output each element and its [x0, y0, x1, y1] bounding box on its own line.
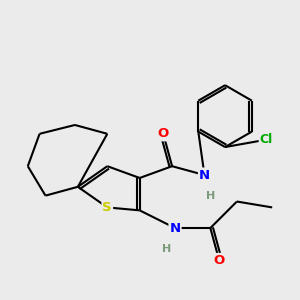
Text: S: S: [103, 201, 112, 214]
Text: H: H: [162, 244, 171, 254]
Text: N: N: [199, 169, 210, 182]
Text: Cl: Cl: [260, 133, 273, 146]
Text: O: O: [214, 254, 225, 267]
Text: H: H: [206, 190, 215, 201]
Text: O: O: [158, 127, 169, 140]
Text: N: N: [169, 221, 181, 235]
